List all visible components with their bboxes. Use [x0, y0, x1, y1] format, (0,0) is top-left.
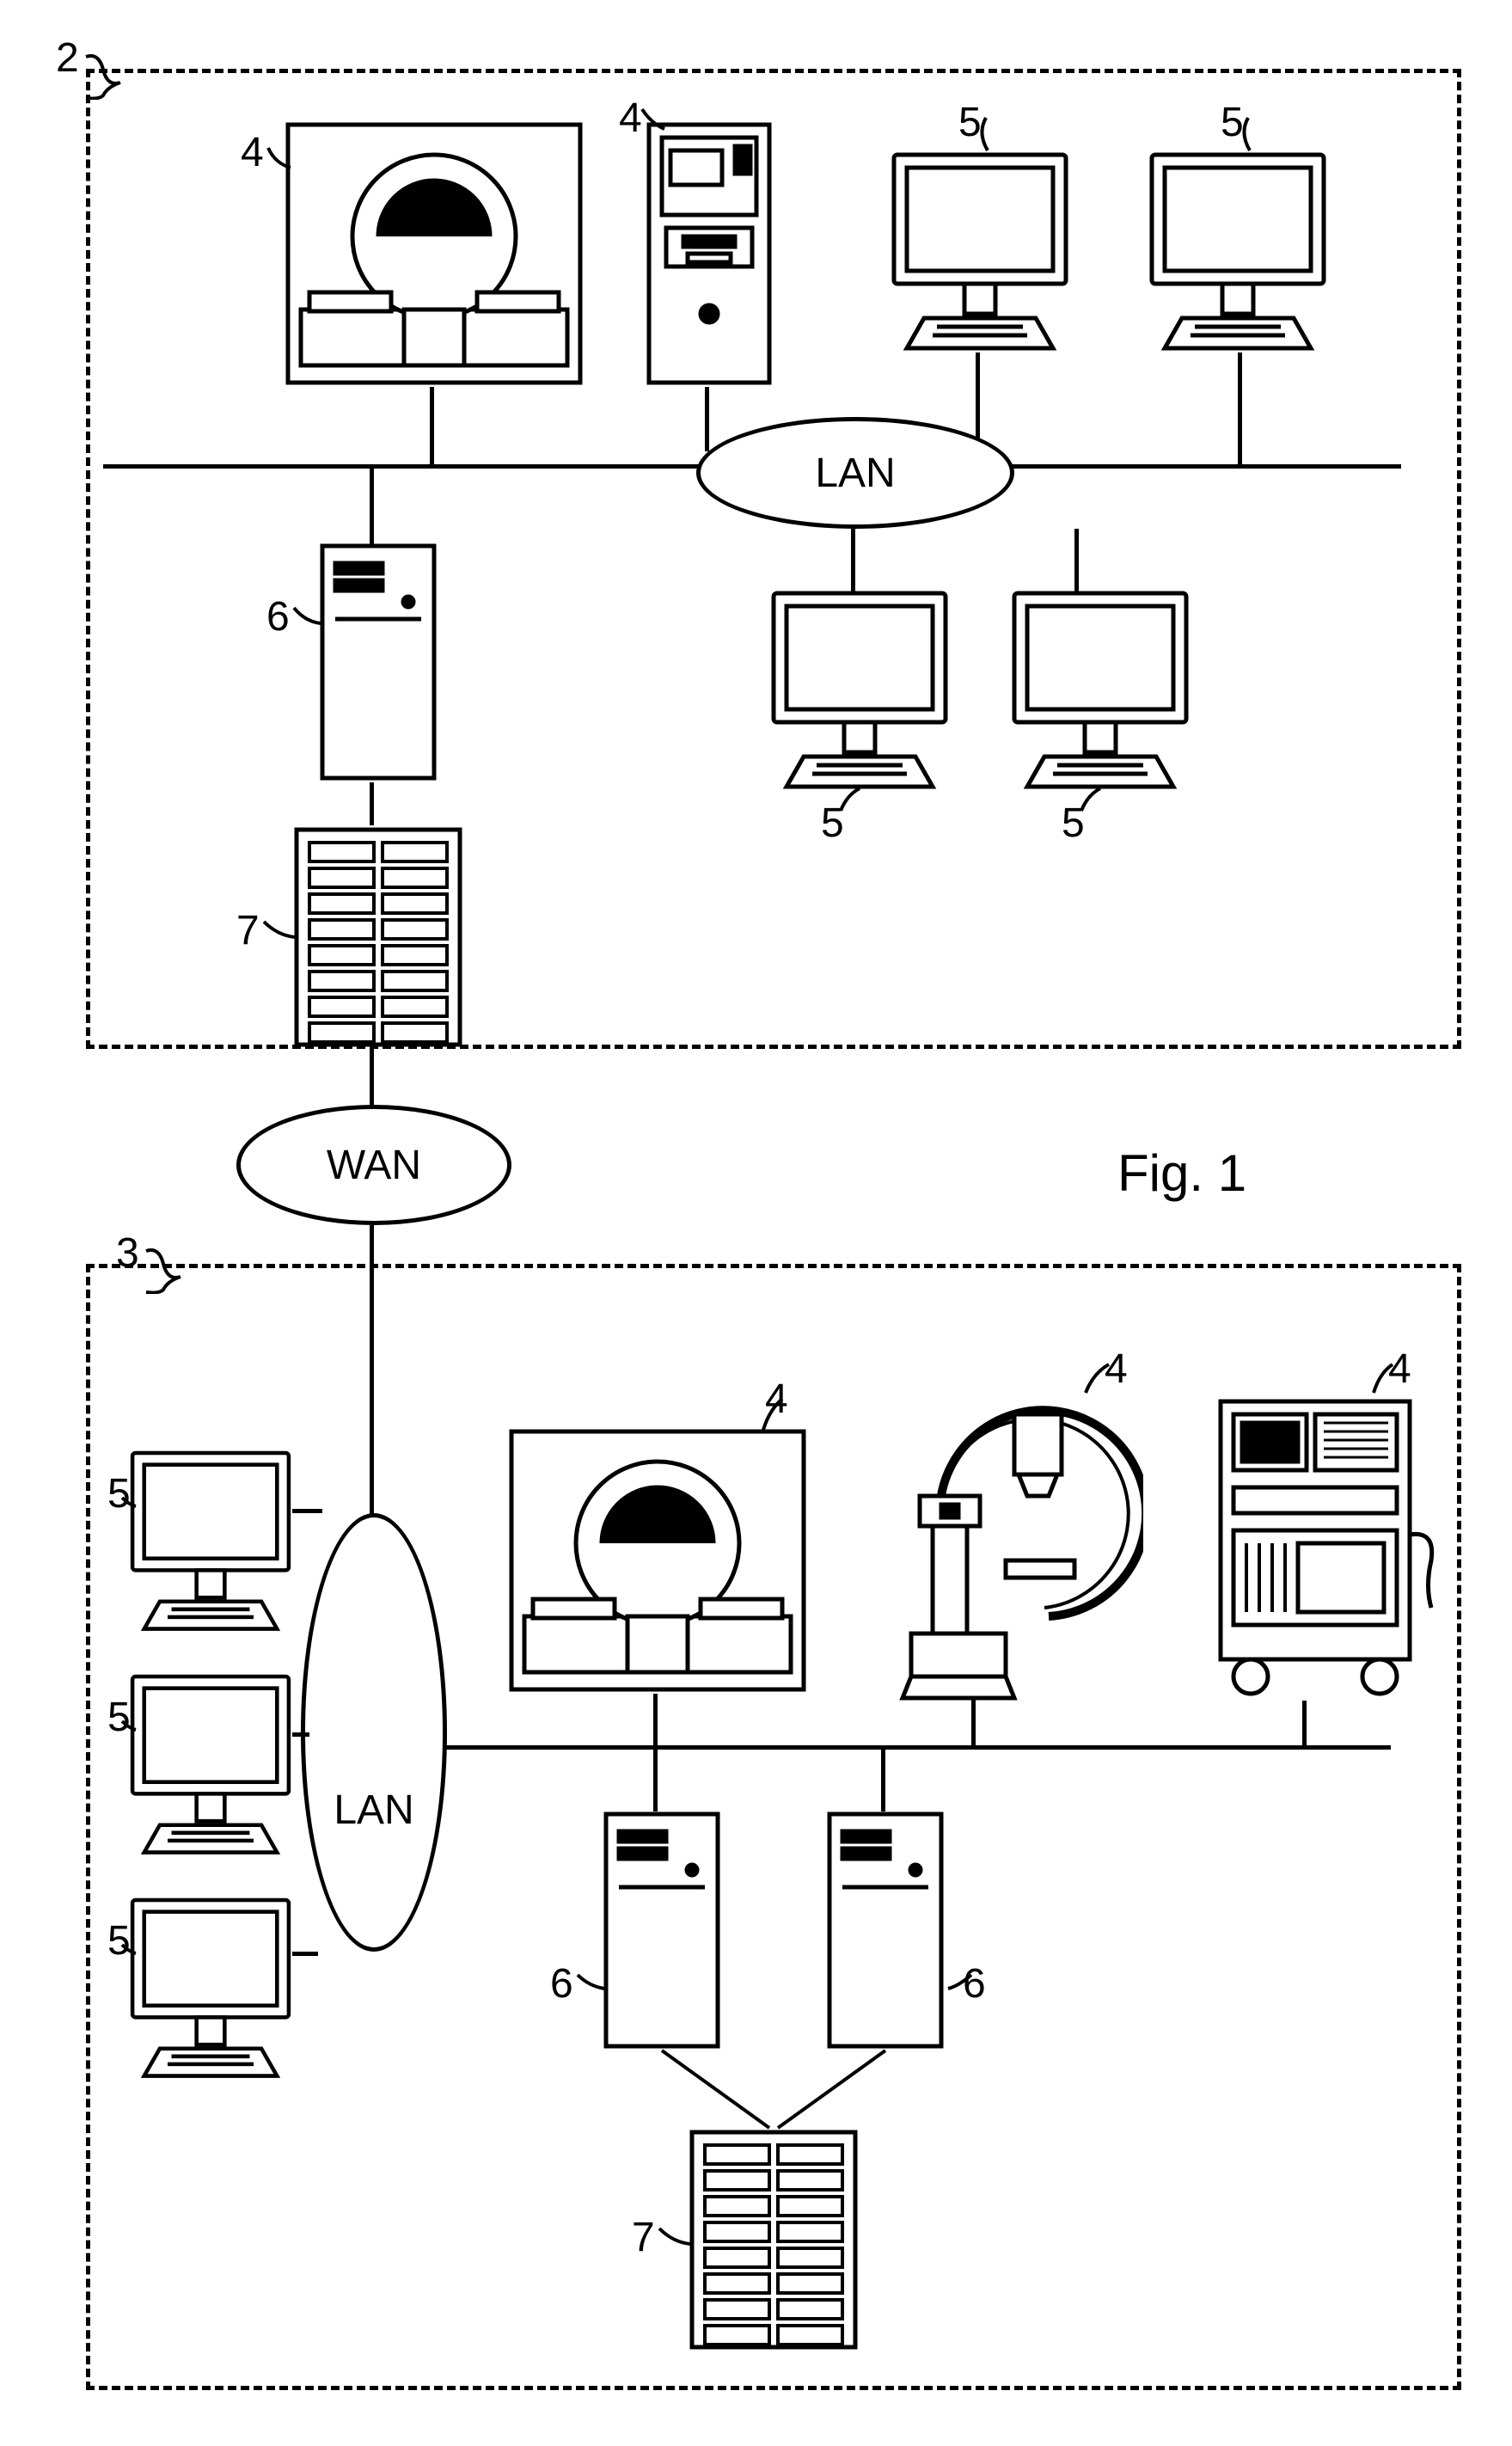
mon-l3-ref: 5: [107, 1917, 131, 1965]
leader-icon: [120, 1720, 138, 1732]
leader-icon: [1238, 116, 1259, 155]
leader-icon: [1083, 1363, 1113, 1397]
figure-label: Fig. 1: [1117, 1143, 1246, 1203]
wire: [881, 1747, 885, 1812]
wire: [103, 464, 705, 469]
wire: [445, 1745, 1391, 1750]
wire: [976, 352, 980, 443]
monitor-icon: [1006, 585, 1195, 791]
leader-icon: [1079, 787, 1105, 812]
leader-icon: [976, 116, 997, 155]
lan-top-label: LAN: [815, 450, 895, 497]
wire: [370, 464, 374, 546]
bracket-icon: [82, 48, 142, 100]
wire: [971, 1698, 976, 1750]
ct-scanner-icon: [284, 120, 585, 387]
leader-icon: [1371, 1363, 1397, 1397]
cart-icon: [1212, 1393, 1435, 1702]
tower-ref: 4: [619, 95, 642, 142]
mon-l1-ref: 5: [107, 1470, 131, 1517]
wire: [851, 529, 855, 593]
server-top-ref: 6: [266, 593, 290, 641]
wire: [1238, 352, 1242, 469]
lan-bottom-label: LAN: [334, 1787, 413, 1834]
wire: [705, 387, 709, 451]
leader-icon: [946, 1973, 976, 1992]
monitor-icon: [125, 1891, 297, 2081]
carm-icon: [868, 1358, 1143, 1702]
ct-ref-top: 4: [241, 129, 264, 176]
tower-pc-icon: [645, 120, 774, 387]
bracket-icon: [142, 1242, 202, 1294]
leader-icon: [266, 146, 292, 172]
wire: [370, 782, 374, 825]
leader-icon: [640, 107, 666, 133]
storage-rack-icon: [292, 825, 464, 1049]
leader-icon: [262, 920, 297, 941]
wan: WAN: [236, 1105, 511, 1225]
storage-rack-icon: [688, 2128, 860, 2351]
diagram-canvas: 2 4 4 5: [17, 17, 1512, 2429]
monitor-icon: [125, 1444, 297, 1634]
storage-bot-ref: 7: [632, 2214, 655, 2261]
wire: [370, 1049, 374, 1109]
ct-scanner-icon: [507, 1427, 808, 1694]
leader-icon: [576, 1973, 606, 1992]
monitor-icon: [765, 585, 954, 791]
wire: [292, 1509, 322, 1513]
lan-bottom: LAN: [301, 1513, 447, 1952]
leader-icon: [761, 1397, 787, 1431]
leader-icon: [838, 787, 864, 812]
wire: [430, 387, 434, 469]
wire: [653, 1747, 658, 1812]
wire: [653, 1694, 658, 1750]
wire: [1074, 529, 1079, 593]
lan-top: LAN: [696, 417, 1014, 529]
leader-icon: [120, 1496, 138, 1509]
mon-l2-ref: 5: [107, 1694, 131, 1741]
wire: [292, 1732, 309, 1737]
server-icon: [825, 1810, 946, 2051]
wire: [1302, 1701, 1307, 1750]
site-bottom-ref: 3: [116, 1229, 139, 1277]
monitor-icon: [1143, 146, 1332, 352]
wire: [1006, 464, 1401, 469]
storage-top-ref: 7: [236, 907, 260, 954]
monitor-icon: [125, 1668, 297, 1857]
server-icon: [318, 542, 438, 782]
site-top-ref: 2: [56, 34, 79, 82]
server-icon: [602, 1810, 722, 2051]
leader-icon: [658, 2227, 692, 2248]
server-b1-ref: 6: [550, 1960, 573, 2008]
leader-icon: [120, 1943, 138, 1956]
monitor-icon: [885, 146, 1074, 352]
wire: [292, 1952, 318, 1956]
wan-label: WAN: [327, 1142, 421, 1189]
leader-icon: [292, 606, 322, 628]
wire-v: [653, 2046, 911, 2132]
